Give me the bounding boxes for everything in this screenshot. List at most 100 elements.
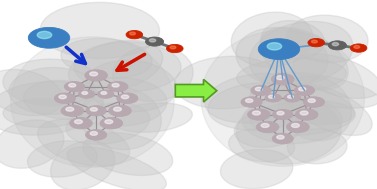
Ellipse shape — [278, 76, 352, 141]
Circle shape — [267, 43, 282, 50]
Ellipse shape — [250, 83, 354, 125]
Ellipse shape — [293, 54, 377, 98]
Circle shape — [86, 106, 106, 116]
Circle shape — [273, 109, 293, 120]
Circle shape — [126, 30, 143, 39]
Ellipse shape — [221, 149, 293, 189]
Circle shape — [105, 120, 113, 124]
Circle shape — [350, 44, 367, 52]
Ellipse shape — [174, 56, 280, 109]
Circle shape — [258, 39, 300, 60]
Ellipse shape — [74, 42, 181, 92]
Circle shape — [90, 108, 98, 111]
Circle shape — [294, 85, 314, 95]
Circle shape — [287, 121, 309, 133]
Circle shape — [271, 74, 294, 85]
Ellipse shape — [234, 111, 300, 147]
Circle shape — [146, 37, 164, 46]
Ellipse shape — [287, 15, 368, 63]
Circle shape — [276, 76, 284, 80]
Circle shape — [284, 94, 300, 102]
Ellipse shape — [11, 37, 174, 167]
Ellipse shape — [9, 67, 95, 115]
Circle shape — [241, 97, 262, 107]
Circle shape — [255, 87, 262, 91]
Circle shape — [100, 118, 123, 129]
Circle shape — [308, 99, 315, 102]
Circle shape — [97, 90, 114, 98]
Polygon shape — [175, 79, 217, 102]
Circle shape — [354, 46, 360, 48]
Circle shape — [167, 44, 183, 53]
Circle shape — [295, 109, 318, 120]
Ellipse shape — [3, 59, 100, 106]
Circle shape — [108, 81, 128, 92]
Circle shape — [117, 93, 138, 104]
Ellipse shape — [0, 69, 63, 116]
Ellipse shape — [260, 27, 348, 90]
Ellipse shape — [0, 81, 103, 135]
Circle shape — [54, 93, 75, 104]
Ellipse shape — [38, 119, 130, 166]
Ellipse shape — [85, 60, 176, 112]
Circle shape — [332, 43, 339, 46]
Ellipse shape — [250, 100, 356, 135]
Ellipse shape — [201, 30, 365, 166]
Circle shape — [59, 95, 66, 99]
Ellipse shape — [249, 21, 353, 86]
Ellipse shape — [83, 133, 173, 175]
Ellipse shape — [0, 120, 64, 168]
Circle shape — [90, 132, 98, 135]
Circle shape — [66, 107, 74, 111]
Ellipse shape — [28, 141, 97, 177]
Ellipse shape — [70, 77, 167, 126]
Circle shape — [85, 70, 107, 81]
Circle shape — [109, 105, 131, 116]
Circle shape — [86, 130, 107, 140]
Circle shape — [28, 27, 70, 48]
Circle shape — [37, 31, 52, 39]
Circle shape — [61, 105, 84, 116]
Circle shape — [261, 123, 269, 127]
Circle shape — [121, 95, 129, 99]
Ellipse shape — [261, 21, 325, 59]
Circle shape — [78, 90, 95, 98]
Circle shape — [256, 121, 279, 133]
Circle shape — [101, 91, 107, 94]
Circle shape — [70, 118, 92, 129]
Ellipse shape — [236, 98, 341, 164]
Ellipse shape — [242, 97, 342, 144]
Ellipse shape — [80, 87, 161, 150]
Circle shape — [308, 39, 325, 47]
Circle shape — [328, 41, 346, 50]
Circle shape — [253, 111, 261, 115]
Circle shape — [291, 123, 299, 127]
Ellipse shape — [23, 80, 104, 119]
Ellipse shape — [287, 84, 372, 136]
Ellipse shape — [228, 129, 295, 162]
Circle shape — [277, 111, 284, 115]
Ellipse shape — [69, 40, 163, 92]
Ellipse shape — [237, 58, 346, 94]
Circle shape — [272, 133, 293, 144]
Ellipse shape — [112, 103, 192, 132]
Circle shape — [90, 72, 98, 76]
Circle shape — [299, 87, 306, 91]
Circle shape — [69, 84, 76, 87]
Circle shape — [311, 40, 317, 43]
Circle shape — [277, 135, 284, 139]
Circle shape — [251, 85, 271, 95]
Ellipse shape — [208, 83, 311, 130]
Circle shape — [268, 95, 274, 98]
Ellipse shape — [236, 27, 328, 87]
Circle shape — [75, 120, 83, 124]
Ellipse shape — [3, 99, 82, 128]
Circle shape — [112, 84, 119, 87]
Ellipse shape — [113, 46, 193, 101]
Circle shape — [248, 109, 270, 120]
Ellipse shape — [40, 2, 159, 58]
Ellipse shape — [231, 12, 313, 67]
Circle shape — [288, 95, 293, 98]
Ellipse shape — [51, 141, 115, 189]
Circle shape — [170, 46, 176, 49]
